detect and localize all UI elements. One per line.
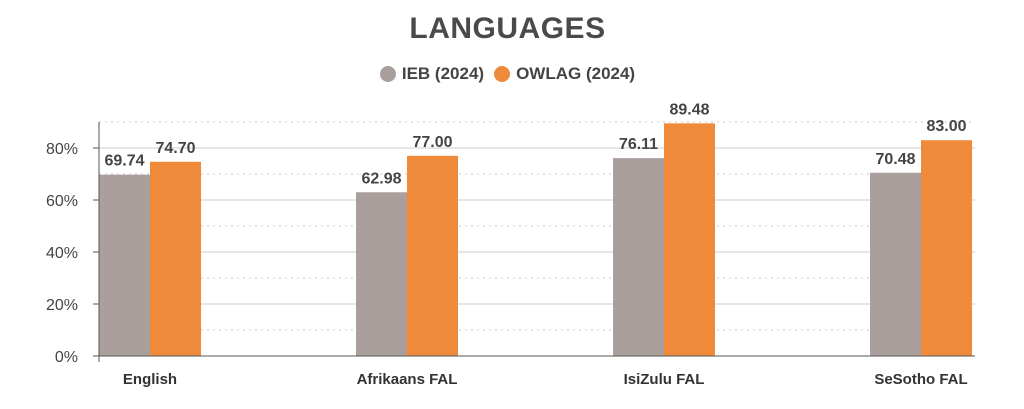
bar-ieb-1 bbox=[356, 192, 407, 356]
data-label-owlag-2: 89.48 bbox=[669, 101, 709, 118]
bar-owlag-1 bbox=[407, 155, 458, 356]
data-label-ieb-2: 76.11 bbox=[619, 136, 658, 153]
bar-owlag-0 bbox=[150, 161, 201, 356]
legend-item-owlag[interactable]: OWLAG (2024) bbox=[494, 64, 635, 84]
legend-swatch-ieb bbox=[379, 66, 396, 82]
bar-owlag-2 bbox=[664, 123, 715, 357]
y-tick-label-0: 0% bbox=[55, 349, 78, 366]
data-label-owlag-0: 74.70 bbox=[155, 140, 195, 157]
x-tick-label-2: IsiZulu FAL bbox=[624, 371, 705, 388]
legend-item-ieb[interactable]: IEB (2024) bbox=[379, 64, 485, 84]
legend-label-ieb: IEB (2024) bbox=[401, 64, 485, 83]
legend-swatch-owlag bbox=[494, 66, 511, 82]
data-label-ieb-0: 69.74 bbox=[104, 153, 144, 170]
data-label-ieb-1: 62.98 bbox=[361, 170, 401, 187]
chart-legend: IEB (2024) OWLAG (2024) bbox=[0, 64, 1015, 84]
bar-owlag-3 bbox=[921, 140, 972, 356]
x-tick-label-0: English bbox=[123, 371, 177, 388]
y-tick-label-1: 20% bbox=[46, 297, 78, 314]
x-tick-label-1: Afrikaans FAL bbox=[357, 371, 458, 388]
bar-ieb-3 bbox=[870, 172, 921, 356]
y-tick-label-4: 80% bbox=[46, 141, 78, 158]
data-label-ieb-3: 70.48 bbox=[875, 151, 915, 168]
y-tick-label-2: 40% bbox=[46, 245, 78, 262]
bar-ieb-2 bbox=[613, 158, 664, 356]
data-label-owlag-3: 83.00 bbox=[926, 118, 966, 135]
chart-title: LANGUAGES bbox=[409, 12, 606, 45]
data-label-owlag-1: 77.00 bbox=[412, 134, 452, 151]
legend-label-owlag: OWLAG (2024) bbox=[516, 64, 636, 83]
x-tick-label-3: SeSotho FAL bbox=[874, 371, 967, 388]
bar-ieb-0 bbox=[99, 174, 150, 356]
y-tick-label-3: 60% bbox=[46, 193, 78, 210]
